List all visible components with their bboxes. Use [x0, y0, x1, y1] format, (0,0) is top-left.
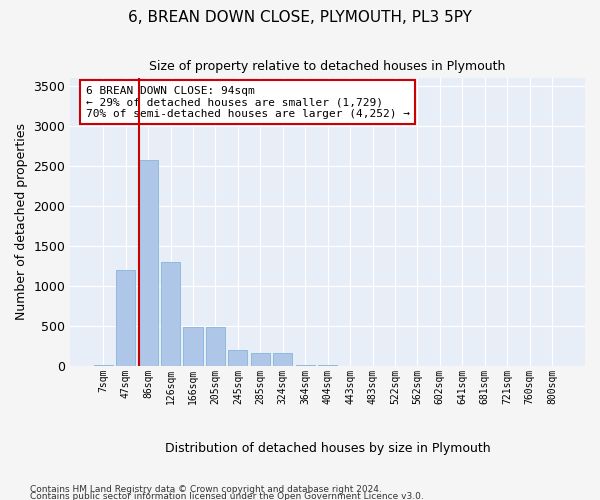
- Text: 404sqm: 404sqm: [323, 368, 332, 404]
- Bar: [94, 365, 113, 366]
- Text: 324sqm: 324sqm: [278, 368, 288, 404]
- Text: 721sqm: 721sqm: [502, 368, 512, 404]
- Text: 245sqm: 245sqm: [233, 368, 243, 404]
- Text: Contains public sector information licensed under the Open Government Licence v3: Contains public sector information licen…: [30, 492, 424, 500]
- Bar: [296, 365, 315, 366]
- Text: 800sqm: 800sqm: [547, 368, 557, 404]
- Bar: [206, 328, 225, 366]
- Text: 7sqm: 7sqm: [98, 368, 108, 392]
- Y-axis label: Number of detached properties: Number of detached properties: [15, 124, 28, 320]
- Text: 641sqm: 641sqm: [457, 368, 467, 404]
- Text: 6, BREAN DOWN CLOSE, PLYMOUTH, PL3 5PY: 6, BREAN DOWN CLOSE, PLYMOUTH, PL3 5PY: [128, 10, 472, 25]
- Bar: [273, 353, 292, 366]
- Text: 126sqm: 126sqm: [166, 368, 176, 404]
- Text: 483sqm: 483sqm: [368, 368, 377, 404]
- Text: 285sqm: 285sqm: [256, 368, 265, 404]
- Text: 522sqm: 522sqm: [390, 368, 400, 404]
- Text: Contains HM Land Registry data © Crown copyright and database right 2024.: Contains HM Land Registry data © Crown c…: [30, 486, 382, 494]
- Text: 86sqm: 86sqm: [143, 368, 153, 398]
- Bar: [184, 328, 203, 366]
- Text: 166sqm: 166sqm: [188, 368, 198, 404]
- Bar: [116, 270, 135, 366]
- Text: 364sqm: 364sqm: [300, 368, 310, 404]
- Text: 6 BREAN DOWN CLOSE: 94sqm
← 29% of detached houses are smaller (1,729)
70% of se: 6 BREAN DOWN CLOSE: 94sqm ← 29% of detac…: [86, 86, 410, 118]
- Text: 760sqm: 760sqm: [524, 368, 535, 404]
- Text: 47sqm: 47sqm: [121, 368, 131, 398]
- Text: 602sqm: 602sqm: [435, 368, 445, 404]
- X-axis label: Distribution of detached houses by size in Plymouth: Distribution of detached houses by size …: [165, 442, 490, 455]
- Title: Size of property relative to detached houses in Plymouth: Size of property relative to detached ho…: [149, 60, 506, 73]
- Bar: [229, 350, 247, 366]
- Bar: [161, 262, 180, 366]
- Text: 205sqm: 205sqm: [211, 368, 220, 404]
- Text: 681sqm: 681sqm: [480, 368, 490, 404]
- Text: 562sqm: 562sqm: [412, 368, 422, 404]
- Bar: [251, 353, 270, 366]
- Text: 443sqm: 443sqm: [345, 368, 355, 404]
- Bar: [318, 365, 337, 366]
- Bar: [139, 160, 158, 366]
